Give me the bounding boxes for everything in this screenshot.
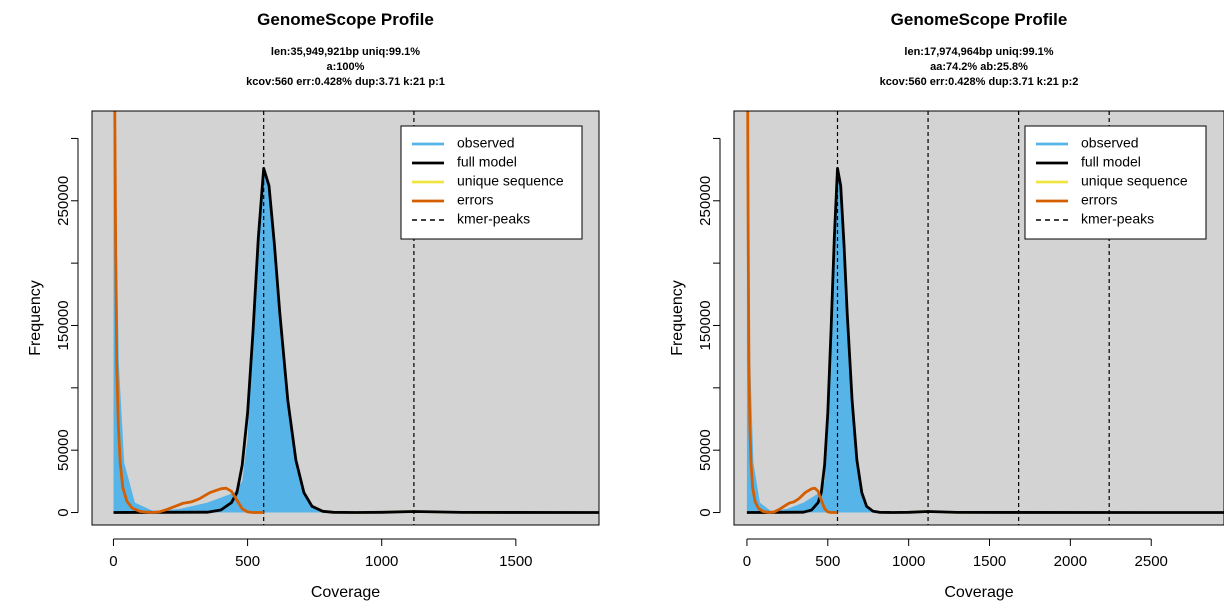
chart-subtitle-line: len:17,974,964bp uniq:99.1%	[904, 46, 1053, 58]
chart-subtitle-line: a:100%	[327, 61, 365, 73]
legend-label: unique sequence	[457, 173, 564, 189]
series-observed-area	[746, 111, 1224, 513]
x-tick-label: 0	[743, 553, 751, 570]
chart-subtitle-line: kcov:560 err:0.428% dup:3.71 k:21 p:1	[246, 76, 445, 88]
legend-label: unique sequence	[1081, 173, 1188, 189]
chart-title: GenomeScope Profile	[257, 10, 434, 29]
chart-panel-right: GenomeScope Profile len:17,974,964bp uniq…	[612, 0, 1224, 602]
chart-subtitle-line: len:35,949,921bp uniq:99.1%	[271, 46, 420, 58]
x-axis-label: Coverage	[311, 584, 380, 601]
chart-panel-left: GenomeScope Profile len:35,949,921bp uniq…	[27, 10, 600, 601]
legend: observed full model unique sequence errors k…	[1024, 125, 1207, 240]
y-tick-label: 0	[55, 508, 72, 516]
y-tick-label: 250000	[55, 176, 72, 226]
x-tick-label: 500	[235, 553, 260, 570]
y-tick-label: 150000	[55, 300, 72, 350]
series-full-model-line	[746, 166, 1224, 514]
y-axis-label: Frequency	[669, 280, 686, 356]
series-full-model-line	[113, 166, 599, 514]
legend-label: errors	[1081, 192, 1118, 208]
y-tick-label: 250000	[697, 176, 714, 226]
plot-area	[113, 111, 599, 525]
series-errors-line	[113, 111, 264, 514]
y-tick-label: 50000	[697, 429, 714, 471]
x-tick-label: 1500	[499, 553, 532, 570]
x-tick-label: 2500	[1135, 553, 1168, 570]
chart-svg: GenomeScope Profile len:17,974,964bp uniq…	[669, 10, 1224, 601]
plot-area	[746, 111, 1224, 525]
chart-subtitle-line: kcov:560 err:0.428% dup:3.71 k:21 p:2	[880, 76, 1079, 88]
chart-title: GenomeScope Profile	[891, 10, 1068, 29]
series-errors-line	[746, 111, 838, 514]
chart-subtitle-line: aa:74.2% ab:25.8%	[930, 61, 1028, 73]
y-tick-label: 0	[697, 508, 714, 516]
legend-label: full model	[1081, 154, 1141, 170]
plot-frame	[91, 110, 600, 526]
y-tick-label: 50000	[55, 429, 72, 471]
x-tick-label: 1000	[365, 553, 398, 570]
x-axis-label: Coverage	[944, 584, 1013, 601]
x-tick-label: 1500	[973, 553, 1006, 570]
legend-label: kmer-peaks	[457, 211, 530, 227]
x-tick-label: 2000	[1054, 553, 1087, 570]
plot-frame	[733, 110, 1224, 526]
legend-label: errors	[457, 192, 494, 208]
legend-label: kmer-peaks	[1081, 211, 1154, 227]
x-tick-label: 0	[109, 553, 117, 570]
y-tick-label: 150000	[697, 300, 714, 350]
legend-label: observed	[457, 135, 515, 151]
x-tick-label: 500	[815, 553, 840, 570]
y-axis-label: Frequency	[27, 280, 44, 356]
legend-label: full model	[457, 154, 517, 170]
legend-label: observed	[1081, 135, 1139, 151]
x-tick-label: 1000	[892, 553, 925, 570]
chart-svg: GenomeScope Profile len:35,949,921bp uniq…	[27, 10, 600, 601]
legend: observed full model unique sequence errors k…	[400, 125, 583, 240]
